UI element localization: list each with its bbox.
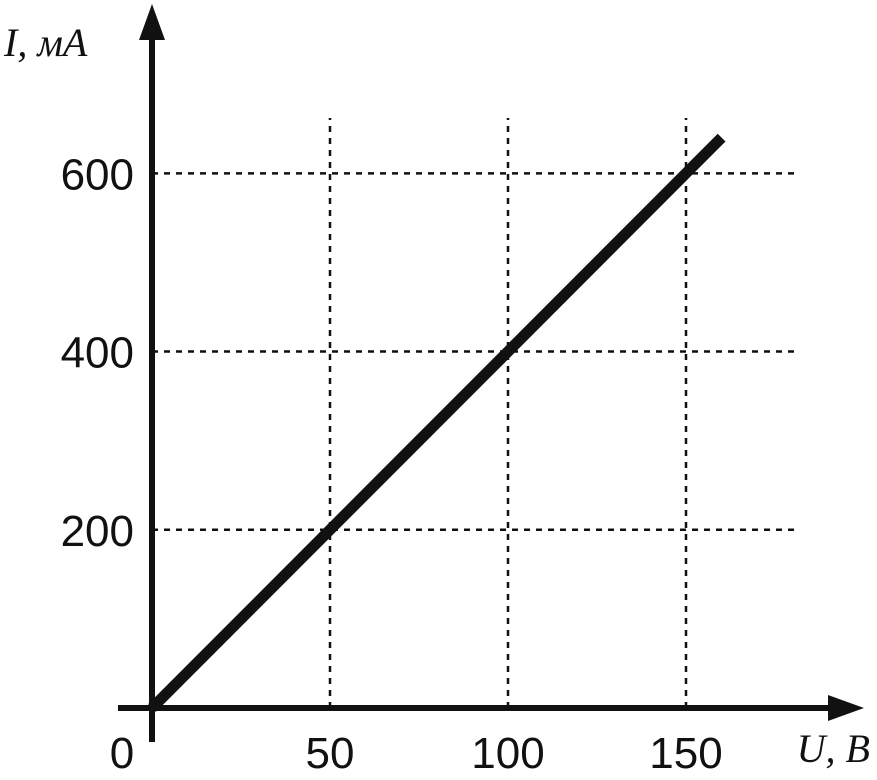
y-tick-label: 400 [61,329,134,378]
y-tick-label: 600 [61,150,134,199]
x-tick-label: 150 [649,729,722,778]
y-axis-arrow [139,4,165,40]
x-axis-label: U, В [797,726,870,771]
x-tick-label: 100 [471,729,544,778]
x-tick-label: 0 [110,729,134,778]
x-axis-arrow [828,695,864,721]
y-tick-label: 200 [61,507,134,556]
data-line [148,133,726,712]
y-axis-label: I, мА [3,20,88,65]
x-tick-label: 50 [306,729,355,778]
